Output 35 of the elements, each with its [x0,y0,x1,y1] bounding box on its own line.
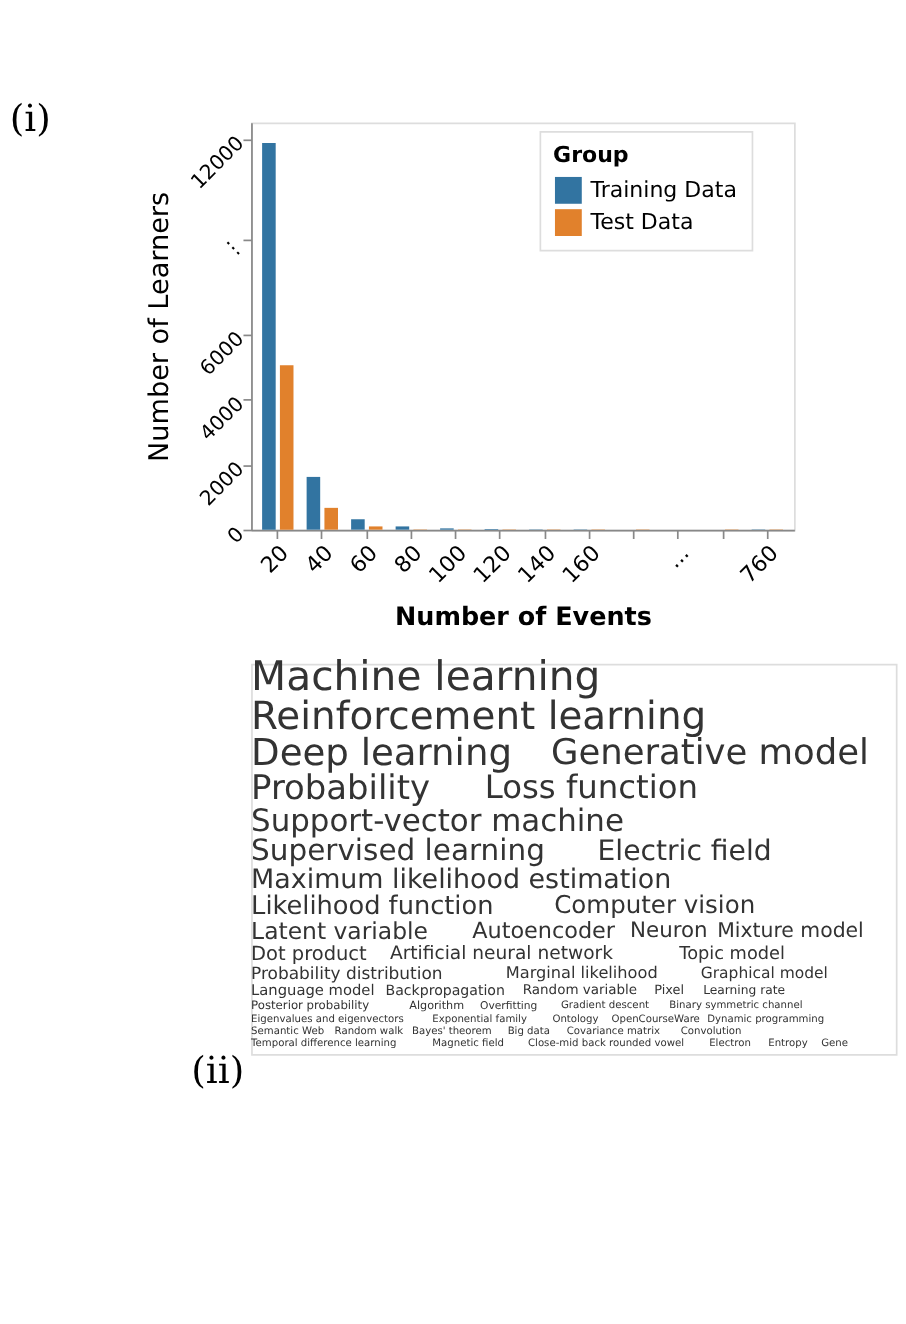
x-tick-label: 140 [512,540,562,589]
x-axis-title: Number of Events [395,601,652,632]
text: Neuron [630,917,708,944]
y-tick-label: 0 [224,524,250,549]
text: Electric field [597,835,772,868]
chart-title: (i) [9,98,51,141]
x-tick-label: 160 [557,540,606,589]
text: Deep learning [251,733,512,776]
text: Artificial neural network [389,943,615,966]
text: Dot product [251,943,368,966]
text: Supervised learning [251,834,545,869]
text: Graphical model [700,963,828,982]
legend-title: Group [553,141,629,168]
x-tick-label: 40 [300,540,339,579]
x-tick-label: 80 [389,540,428,579]
x-tick-label: ... [661,540,695,574]
y-tick-label: ⋮ [219,234,250,265]
text: Machine learning [251,652,601,701]
text: Marginal likelihood [505,962,658,983]
text: Generative model [550,734,869,775]
x-tick-label: 760 [735,540,784,589]
text: Maximum likelihood estimation [251,866,672,897]
x-tick-label: 120 [468,540,517,589]
x-tick-label: 60 [344,540,384,579]
text: Topic model [677,944,785,965]
text: Computer vision [554,891,756,920]
text: Probability distribution [251,962,443,983]
text: (ii) [191,1050,245,1093]
y-axis-title: Number of Learners [144,191,177,463]
text: Autoencoder [472,917,616,944]
x-tick-label: 100 [423,540,473,589]
text: Mixture model [717,920,864,943]
legend-label: Training Data [588,177,737,204]
legend-label: Test Data [588,209,694,236]
x-tick-label: 20 [255,540,295,579]
